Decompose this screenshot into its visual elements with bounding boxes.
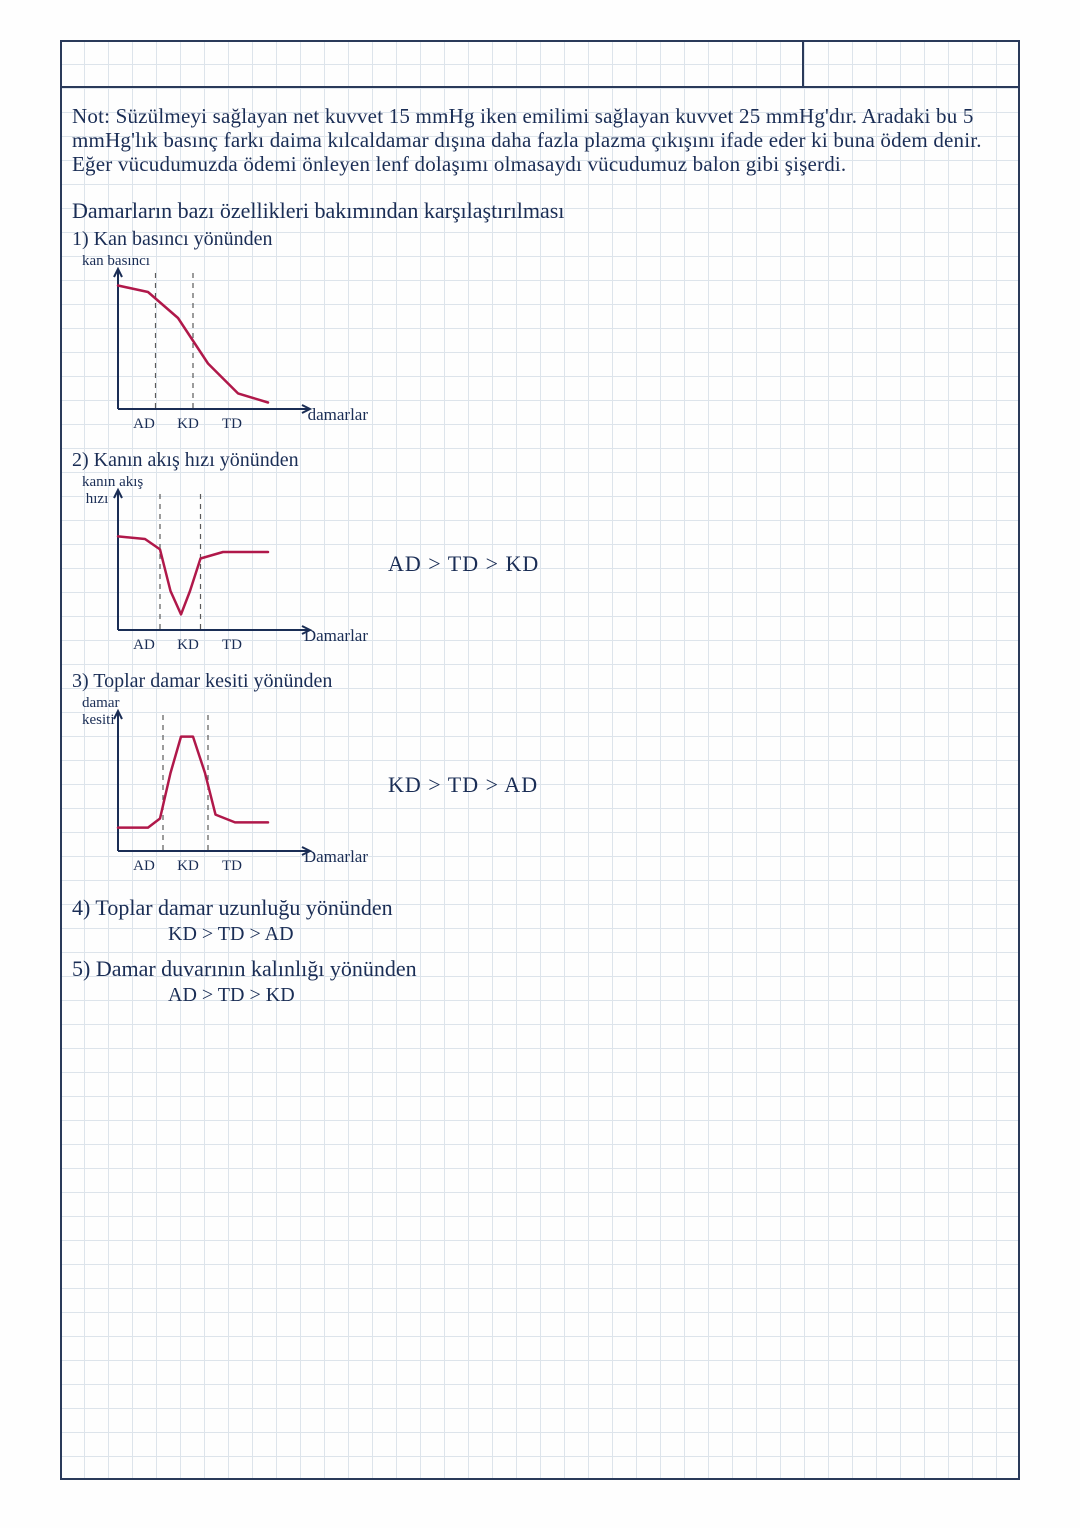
chart1-row: kan basıncı damarlar AD KD TD [68, 255, 1008, 431]
comparison-title: Damarların bazı özellikleri bakımından k… [68, 198, 1008, 224]
item4-order: KD > TD > AD [68, 923, 1008, 946]
chart3-tick-1: KD [177, 858, 199, 875]
chart1-tick-0: AD [133, 416, 155, 433]
chart2-row: kanın akış hızı Damarlar AD KD TD AD > T… [68, 476, 1008, 652]
chart2-tick-0: AD [133, 637, 155, 654]
chart3-tick-0: AD [133, 858, 155, 875]
chart1-xlabel: damarlar [308, 405, 368, 425]
chart3-xlabel: Damarlar [304, 847, 368, 867]
item4-title: 4) Toplar damar uzunluğu yönünden [68, 895, 1008, 921]
note-paragraph: Not: Süzülmeyi sağlayan net kuvvet 15 mm… [68, 100, 1008, 184]
chart2-box: kanın akış hızı Damarlar AD KD TD [88, 482, 348, 652]
chart2-title: 2) Kanın akış hızı yönünden [68, 449, 1008, 472]
chart1-tick-2: TD [222, 416, 242, 433]
chart1-tick-1: KD [177, 416, 199, 433]
header-bar [60, 40, 1020, 88]
item5-order: AD > TD > KD [68, 984, 1008, 1007]
chart3-box: damar kesiti Damarlar AD KD TD [88, 703, 348, 873]
chart2-tick-2: TD [222, 637, 242, 654]
chart2-tick-1: KD [177, 637, 199, 654]
chart1-box: kan basıncı damarlar AD KD TD [88, 261, 348, 431]
chart2-ylabel: kanın akış hızı [82, 474, 143, 508]
header-divider [802, 40, 804, 88]
chart3-title: 3) Toplar damar kesiti yönünden [68, 670, 1008, 693]
chart3-row: damar kesiti Damarlar AD KD TD KD > TD >… [68, 697, 1008, 873]
content-area: Not: Süzülmeyi sağlayan net kuvvet 15 mm… [68, 100, 1008, 1007]
item5-title: 5) Damar duvarının kalınlığı yönünden [68, 956, 1008, 982]
chart3-ylabel: damar kesiti [82, 695, 119, 729]
chart3-order: KD > TD > AD [388, 772, 538, 798]
chart2-order: AD > TD > KD [388, 551, 539, 577]
chart2-xlabel: Damarlar [304, 626, 368, 646]
chart3-tick-2: TD [222, 858, 242, 875]
chart1-title: 1) Kan basıncı yönünden [68, 228, 1008, 251]
chart1-ylabel: kan basıncı [82, 253, 150, 270]
notebook-page: Not: Süzülmeyi sağlayan net kuvvet 15 mm… [60, 40, 1020, 1480]
